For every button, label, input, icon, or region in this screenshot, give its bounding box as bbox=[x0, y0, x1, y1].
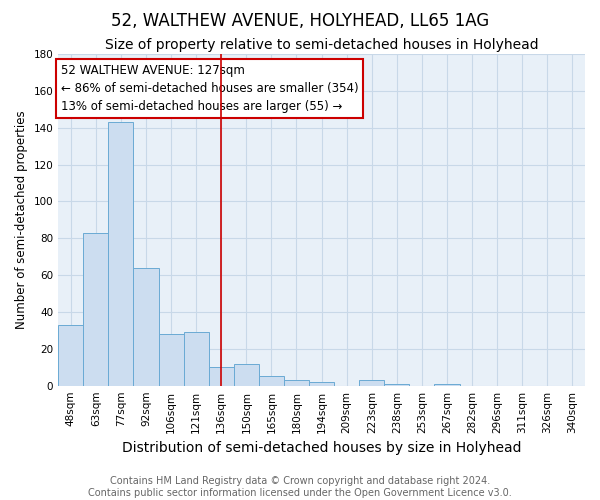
Bar bbox=[58, 325, 83, 386]
Bar bbox=[133, 268, 158, 386]
Bar bbox=[209, 368, 234, 386]
Bar bbox=[284, 380, 309, 386]
Text: 52 WALTHEW AVENUE: 127sqm
← 86% of semi-detached houses are smaller (354)
13% of: 52 WALTHEW AVENUE: 127sqm ← 86% of semi-… bbox=[61, 64, 358, 113]
Bar bbox=[359, 380, 385, 386]
Text: Contains HM Land Registry data © Crown copyright and database right 2024.
Contai: Contains HM Land Registry data © Crown c… bbox=[88, 476, 512, 498]
Bar bbox=[234, 364, 259, 386]
Bar bbox=[158, 334, 184, 386]
Bar bbox=[109, 122, 133, 386]
Bar bbox=[309, 382, 334, 386]
Bar bbox=[259, 376, 284, 386]
Bar bbox=[434, 384, 460, 386]
Bar bbox=[184, 332, 209, 386]
Title: Size of property relative to semi-detached houses in Holyhead: Size of property relative to semi-detach… bbox=[105, 38, 538, 52]
X-axis label: Distribution of semi-detached houses by size in Holyhead: Distribution of semi-detached houses by … bbox=[122, 441, 521, 455]
Bar bbox=[83, 233, 109, 386]
Bar bbox=[385, 384, 409, 386]
Text: 52, WALTHEW AVENUE, HOLYHEAD, LL65 1AG: 52, WALTHEW AVENUE, HOLYHEAD, LL65 1AG bbox=[111, 12, 489, 30]
Y-axis label: Number of semi-detached properties: Number of semi-detached properties bbox=[15, 110, 28, 329]
